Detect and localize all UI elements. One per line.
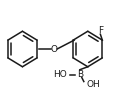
Text: HO: HO	[53, 70, 67, 79]
Text: OH: OH	[87, 80, 101, 89]
Text: F: F	[98, 26, 103, 35]
Text: O: O	[51, 45, 58, 53]
Text: B: B	[77, 70, 83, 79]
